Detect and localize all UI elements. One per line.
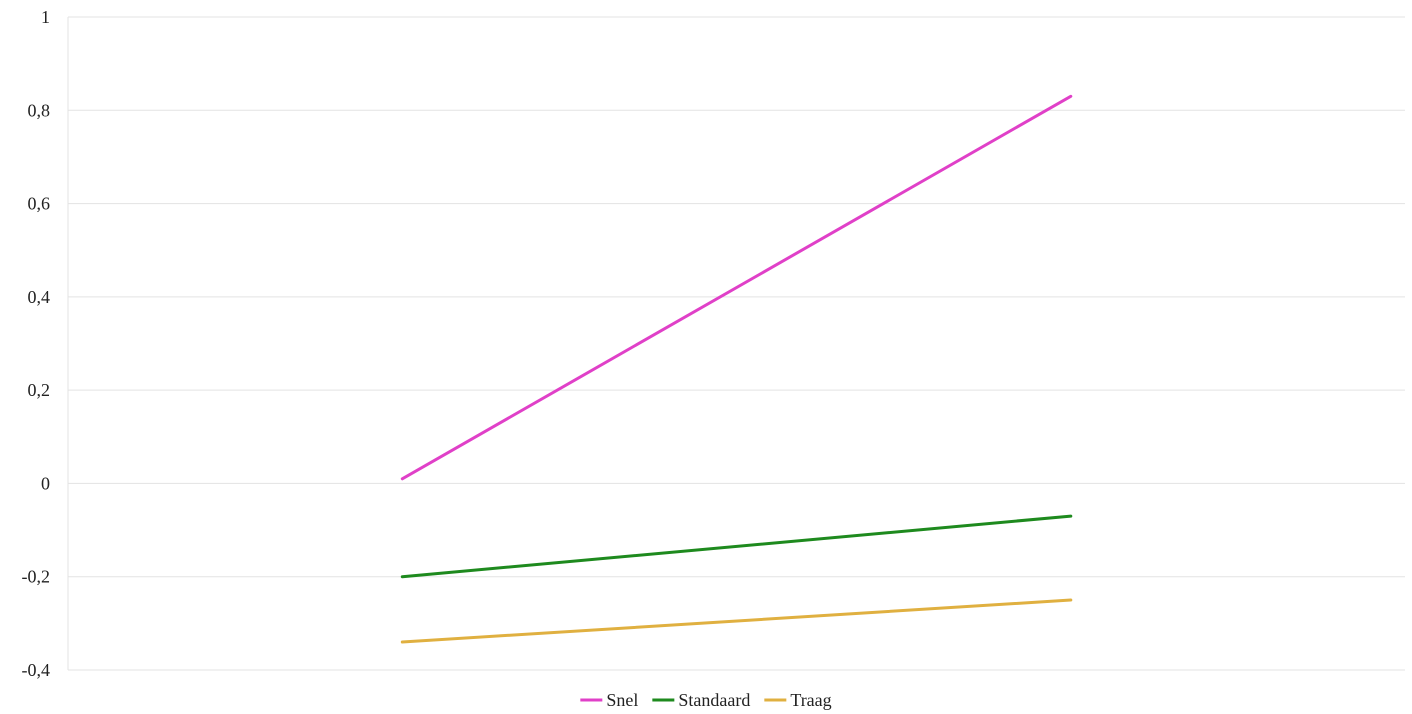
series-line-traag bbox=[400, 598, 1073, 644]
y-tick-label: 0 bbox=[41, 473, 50, 493]
series-line-snel bbox=[400, 94, 1073, 481]
y-tick-label: 0,2 bbox=[28, 380, 51, 400]
y-tick-label: -0,4 bbox=[22, 660, 51, 680]
y-tick-label: -0,2 bbox=[22, 567, 51, 587]
grid-layer bbox=[67, 16, 1405, 671]
legend-label: Standaard bbox=[678, 690, 750, 710]
y-axis-ticks: -0,4 -0,2 0 0,2 0,4 0,6 0,8 1 bbox=[22, 7, 51, 680]
legend: Snel Standaard Traag bbox=[580, 690, 832, 710]
legend-label: Snel bbox=[606, 690, 638, 710]
y-tick-label: 1 bbox=[41, 7, 50, 27]
series-line-standaard bbox=[400, 514, 1073, 579]
y-tick-label: 0,6 bbox=[28, 194, 51, 214]
y-tick-label: 0,8 bbox=[28, 100, 51, 120]
y-tick-label: 0,4 bbox=[28, 287, 51, 307]
series-layer bbox=[400, 94, 1073, 644]
legend-label: Traag bbox=[790, 690, 831, 710]
